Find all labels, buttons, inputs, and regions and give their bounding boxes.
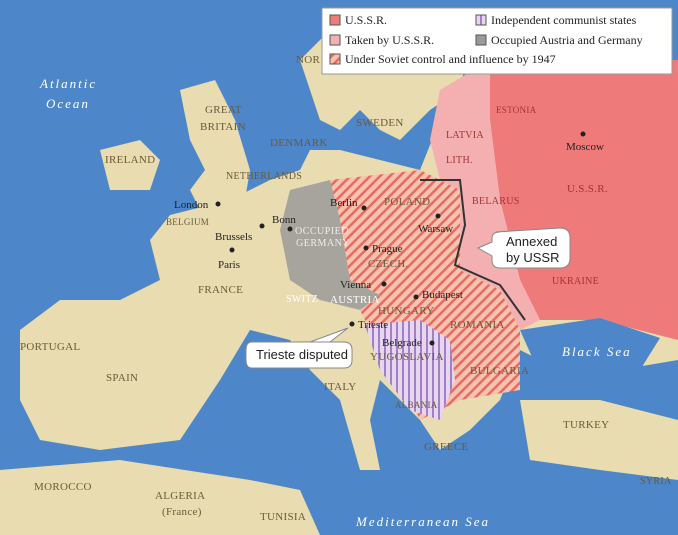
- city-dot: [435, 213, 441, 219]
- country-label: GREAT: [205, 104, 242, 116]
- legend-box: [321, 7, 673, 75]
- country-label: MOROCCO: [34, 481, 92, 493]
- country-label: CZECH.: [368, 258, 409, 270]
- city-label: Moscow: [566, 141, 604, 153]
- country-label: UKRAINE: [552, 276, 599, 287]
- legend-label: Independent communist states: [491, 13, 637, 27]
- sea-label: Mediterranean Sea: [355, 514, 490, 529]
- sea-labels: Atlantic Ocean Black Sea Mediterranean S…: [39, 76, 632, 529]
- country-label: ALGERIA: [155, 490, 205, 502]
- sea-label: Black Sea: [562, 344, 632, 359]
- sea-label: Ocean: [46, 96, 90, 111]
- city-dot: [363, 245, 369, 251]
- callout-text: Trieste disputed: [256, 347, 348, 362]
- city-label: Berlin: [330, 197, 358, 209]
- country-label: LATVIA: [446, 130, 484, 141]
- black-sea-water: [520, 318, 660, 390]
- city-dot: [361, 205, 367, 211]
- city-labels: London Brussels Paris Bonn Berlin Warsaw…: [174, 131, 604, 349]
- legend-label: U.S.S.R.: [345, 13, 387, 27]
- callout-box: [476, 227, 571, 269]
- legend-swatch: [329, 53, 341, 65]
- city-label: Belgrade: [382, 337, 422, 349]
- country-label: AUSTRIA: [330, 294, 380, 306]
- city-dot: [215, 201, 221, 207]
- country-label: ESTONIA: [496, 105, 537, 115]
- callout-text: Annexed: [506, 234, 557, 249]
- sea-label: Atlantic: [39, 76, 97, 91]
- legend: U.S.S.R. Taken by U.S.S.R. Under Soviet …: [321, 7, 673, 75]
- ussr-area: [490, 60, 678, 340]
- city-dot: [259, 223, 265, 229]
- callout-box: [245, 327, 353, 369]
- city-dot: [349, 321, 355, 327]
- country-label: SPAIN: [106, 372, 138, 384]
- city-label: Prague: [372, 243, 403, 255]
- country-label: DENMARK: [270, 137, 328, 149]
- city-dot: [229, 247, 235, 253]
- africa-land: [0, 460, 320, 535]
- city-label: Brussels: [215, 231, 252, 243]
- country-label: BRITAIN: [200, 121, 246, 133]
- soviet-control-area: [330, 170, 520, 420]
- city-label: Budapest: [422, 289, 463, 301]
- city-label: Warsaw: [418, 223, 453, 235]
- country-label: SYRIA: [640, 476, 672, 487]
- legend-swatch: [329, 14, 341, 26]
- legend-label: Taken by U.S.S.R.: [345, 33, 434, 47]
- country-label: (France): [162, 506, 202, 518]
- legend-label: Occupied Austria and Germany: [491, 33, 643, 47]
- country-label: BULGARIA: [470, 365, 529, 377]
- occupied-area: [280, 180, 380, 310]
- country-label: GREECE: [424, 441, 469, 453]
- country-label: FRANCE: [198, 284, 243, 296]
- city-label: Paris: [218, 259, 240, 271]
- legend-swatch: [475, 14, 487, 26]
- annex-border: [420, 179, 526, 321]
- country-label: IRELAND: [105, 154, 155, 166]
- country-label: OCCUPIED: [295, 226, 349, 237]
- city-dot: [381, 281, 387, 287]
- country-label: ITALY: [324, 381, 357, 393]
- country-label: NOR: [296, 54, 320, 66]
- city-dot: [580, 131, 586, 137]
- country-label: ALBANIA: [395, 400, 438, 410]
- country-label: LITH.: [446, 155, 473, 166]
- country-label: BELGIUM: [166, 217, 209, 227]
- country-label: TURKEY: [563, 419, 609, 431]
- city-dot: [429, 340, 435, 346]
- country-label: HUNGARY: [378, 305, 435, 317]
- country-label: YUGOSLAVIA: [370, 351, 444, 363]
- country-labels: GREAT BRITAIN IRELAND NOR SWEDEN DENMARK…: [20, 54, 672, 523]
- country-label: SWITZ: [286, 294, 318, 305]
- ireland-land: [100, 140, 160, 190]
- turkey-land: [520, 400, 678, 480]
- city-dot: [413, 294, 419, 300]
- country-label: POLAND: [384, 196, 430, 208]
- callouts: Annexed by USSR Trieste disputed: [245, 227, 571, 369]
- great-britain-land: [180, 80, 250, 210]
- country-label: SWEDEN: [356, 117, 404, 129]
- country-label: PORTUGAL: [20, 341, 80, 353]
- legend-swatch: [475, 34, 487, 46]
- legend-swatch: [329, 34, 341, 46]
- city-label: Vienna: [340, 279, 371, 291]
- callout-text: by USSR: [506, 250, 559, 265]
- country-label: TUNISIA: [260, 511, 306, 523]
- country-label: NETHERLANDS: [226, 171, 302, 182]
- country-label: U.S.S.R.: [567, 183, 608, 195]
- legend-label: Under Soviet control and influence by 19…: [345, 52, 556, 66]
- city-label: London: [174, 199, 209, 211]
- country-label: ROMANIA: [450, 319, 505, 331]
- city-label: Bonn: [272, 214, 296, 226]
- city-dot: [287, 226, 293, 232]
- country-label: BELARUS: [472, 196, 520, 207]
- city-label: Trieste: [358, 319, 388, 331]
- country-label: GERMANY: [296, 238, 350, 249]
